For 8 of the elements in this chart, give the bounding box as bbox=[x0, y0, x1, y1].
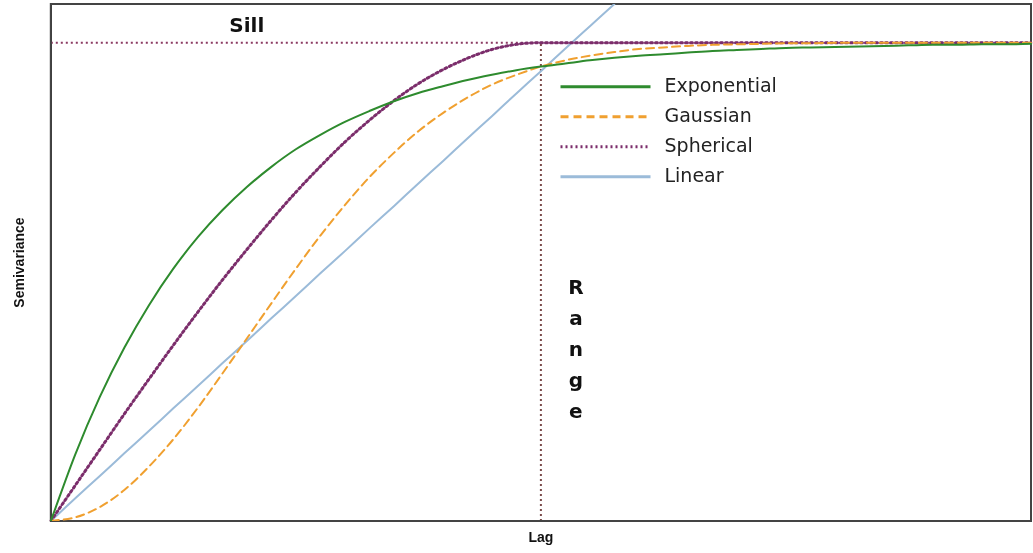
annotation: Range bbox=[568, 274, 584, 423]
x-axis-title: Lag bbox=[528, 529, 554, 546]
legend-label: Spherical bbox=[664, 133, 753, 156]
legend-label: Gaussian bbox=[664, 103, 752, 126]
legend-label: Exponential bbox=[664, 73, 777, 96]
legend-label: Linear bbox=[664, 163, 724, 186]
ref-line-label: Sill bbox=[229, 12, 265, 37]
y-axis-title: Semivariance bbox=[11, 217, 28, 308]
